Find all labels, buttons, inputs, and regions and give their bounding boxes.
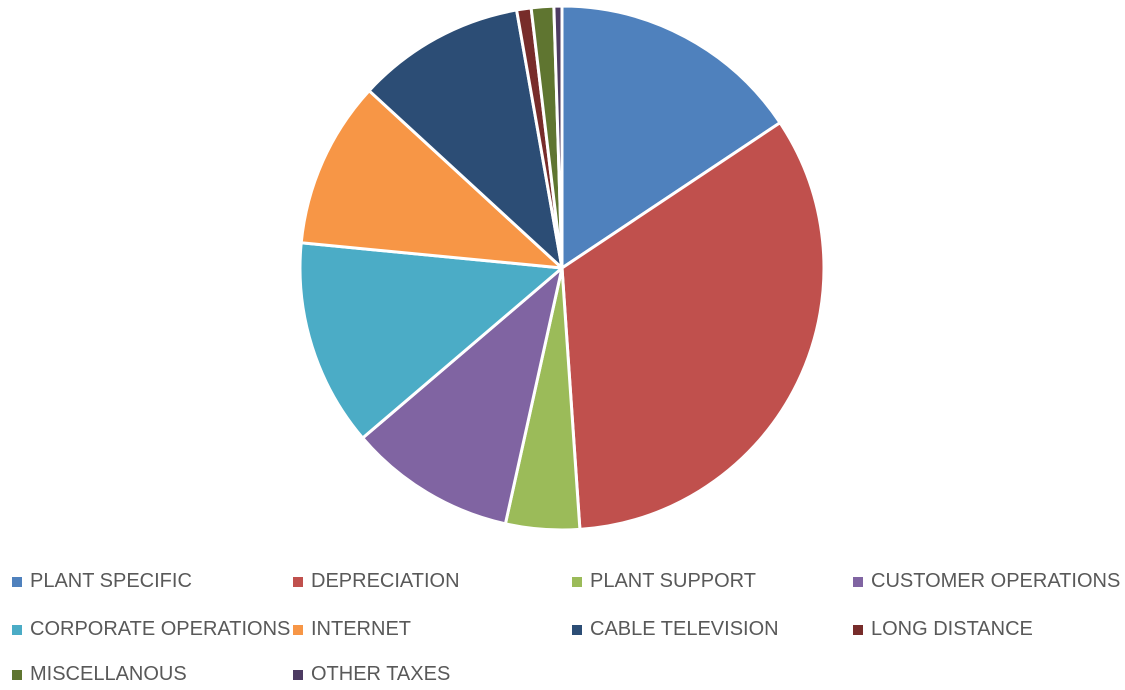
legend-item-depreciation: DEPRECIATION bbox=[293, 570, 460, 593]
legend-item-cable-television: CABLE TELEVISION bbox=[572, 618, 779, 641]
legend-label: LONG DISTANCE bbox=[871, 618, 1033, 640]
legend-item-miscellanous: MISCELLANOUS bbox=[12, 663, 187, 686]
legend-label: CORPORATE OPERATIONS bbox=[30, 618, 291, 640]
legend-label: PLANT SPECIFIC bbox=[30, 570, 192, 592]
legend-swatch bbox=[853, 624, 863, 635]
pie-slice-other-taxes bbox=[552, 4, 564, 270]
pie-slice-depreciation bbox=[560, 121, 826, 531]
legend-label: CUSTOMER OPERATIONS bbox=[871, 570, 1121, 592]
legend-item-other-taxes: OTHER TAXES bbox=[293, 663, 450, 686]
legend-swatch bbox=[572, 576, 582, 587]
legend-swatch bbox=[293, 669, 303, 680]
legend-item-long-distance: LONG DISTANCE bbox=[853, 618, 1033, 641]
pie-slice-customer-operations bbox=[361, 266, 564, 526]
legend-swatch bbox=[12, 624, 22, 635]
legend-item-corporate-operations: CORPORATE OPERATIONS bbox=[12, 618, 290, 641]
pie-slice-internet bbox=[299, 89, 564, 270]
legend-swatch bbox=[853, 576, 863, 587]
legend-item-plant-support: PLANT SUPPORT bbox=[572, 570, 756, 593]
legend-swatch bbox=[293, 624, 303, 635]
legend-label: INTERNET bbox=[311, 618, 411, 640]
legend-label: PLANT SUPPORT bbox=[590, 570, 756, 592]
legend-swatch bbox=[572, 624, 582, 635]
legend-swatch bbox=[12, 669, 22, 680]
legend-swatch bbox=[12, 576, 22, 587]
legend-item-customer-operations: CUSTOMER OPERATIONS bbox=[853, 570, 1120, 593]
pie-slice-corporate-operations bbox=[298, 241, 564, 440]
pie-slice-cable-television bbox=[367, 8, 564, 270]
pie-slice-plant-specific bbox=[560, 4, 782, 270]
legend-label: OTHER TAXES bbox=[311, 663, 451, 685]
legend-label: MISCELLANOUS bbox=[30, 663, 187, 685]
legend-item-plant-specific: PLANT SPECIFIC bbox=[12, 570, 192, 593]
legend-item-internet: INTERNET bbox=[293, 618, 411, 641]
legend-swatch bbox=[293, 576, 303, 587]
legend-label: CABLE TELEVISION bbox=[590, 618, 779, 640]
legend-label: DEPRECIATION bbox=[311, 570, 460, 592]
